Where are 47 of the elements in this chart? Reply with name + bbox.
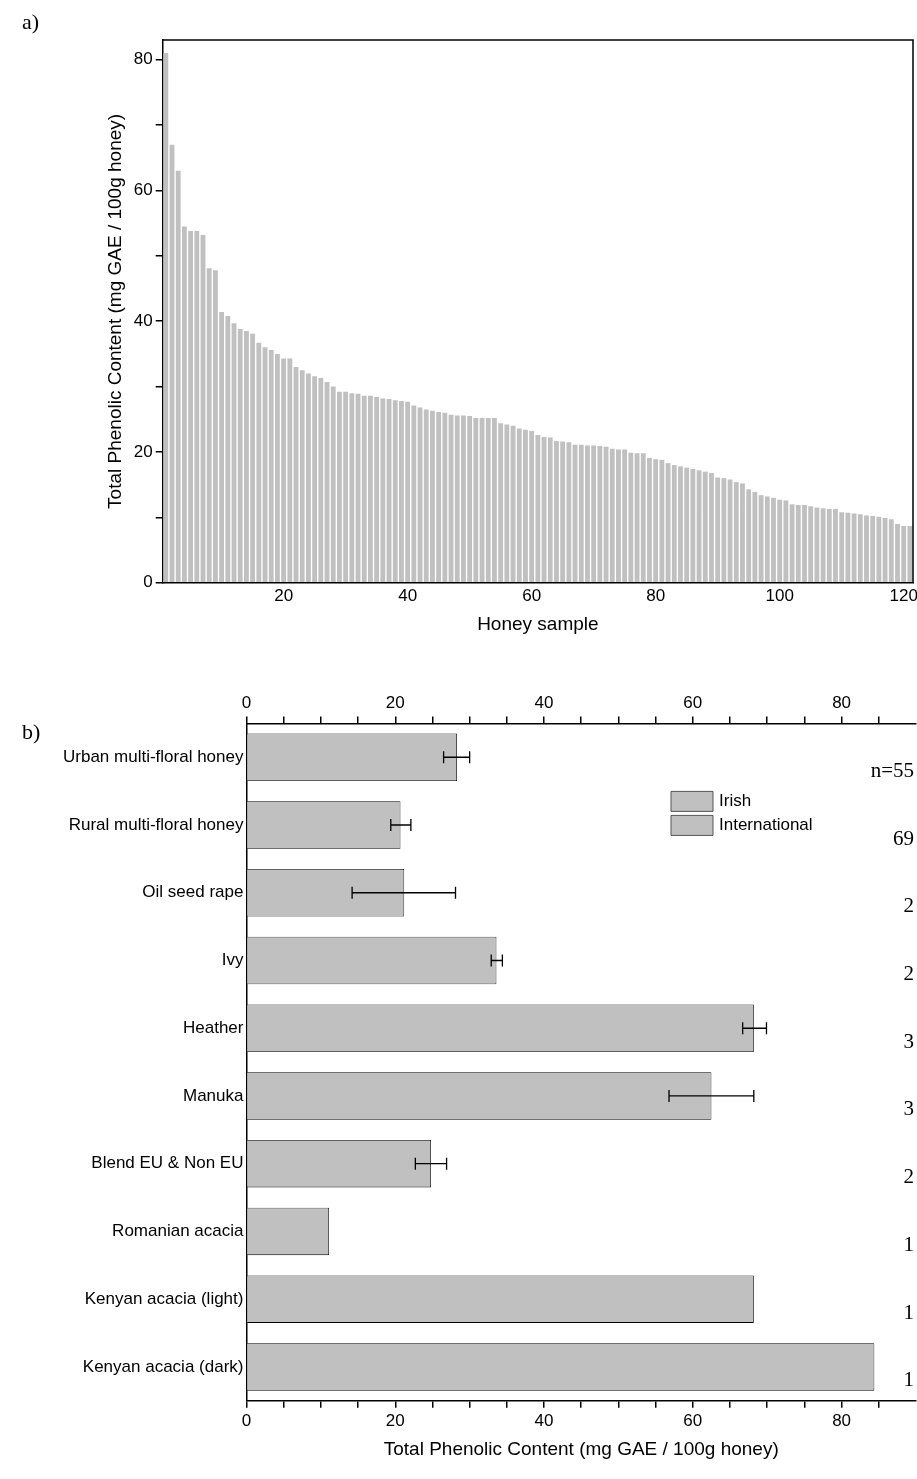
x2-tick-label: 60 [683,1410,703,1430]
annotation: 1 [903,1231,914,1256]
y-tick-label: 60 [133,180,153,200]
y-tick-label: Manuka [182,1085,245,1105]
y-tick-label: 40 [133,310,153,330]
x-tick-label: 80 [832,692,852,712]
y-tick-label: 80 [133,49,153,69]
x-tick-label: 40 [534,692,554,712]
x-tick-label: 80 [646,585,666,605]
y-tick-label: Blend EU & Non EU [91,1153,244,1173]
annotation: 69 [893,825,914,850]
y-tick-label: 0 [143,572,153,592]
y-tick-label: Kenyan acacia (dark) [82,1356,244,1376]
annotation: 1 [903,1367,914,1392]
x-axis-title: Honey sample [477,612,599,634]
x2-tick-label: 80 [832,1410,852,1430]
y-axis-title: Total Phenolic Content (mg GAE / 100g honey) [103,113,125,509]
x-tick-label: 40 [398,585,418,605]
y-tick-label: Kenyan acacia (light) [84,1288,244,1308]
y-tick-label: Oil seed rape [142,882,244,902]
x-tick-label: 60 [522,585,542,605]
legend-label: Irish [719,791,752,811]
x-axis-title: Total Phenolic Content (mg GAE / 100g honey) [383,1437,779,1459]
y-tick-label: Romanian acacia [112,1221,244,1241]
y-tick-label: Ivy [221,950,244,970]
legend-label: International [719,815,813,835]
annotation: 2 [903,961,914,986]
text: b) [22,718,41,744]
x-tick-label: 20 [385,692,405,712]
x-tick-label: 20 [274,585,294,605]
y-tick-label: Rural multi-floral honey [68,814,244,834]
x-tick-label: 60 [683,692,703,712]
y-tick-label: Urban multi-floral honey [63,746,244,766]
y-tick-label: Heather [182,1017,244,1037]
y-tick-label: 20 [133,441,153,461]
annotation: 2 [903,893,914,918]
annotation: 1 [903,1299,914,1324]
x2-tick-label: 20 [385,1410,405,1430]
x-tick-label: 100 [765,585,794,605]
x-tick-label: 120 [889,585,917,605]
x2-tick-label: 40 [534,1410,554,1430]
bar [163,53,169,583]
annotation: 2 [903,1164,914,1189]
annotation: n=55 [870,757,914,782]
annotation: 3 [903,1096,914,1121]
annotation: 3 [903,1028,914,1053]
text: a) [22,8,40,34]
